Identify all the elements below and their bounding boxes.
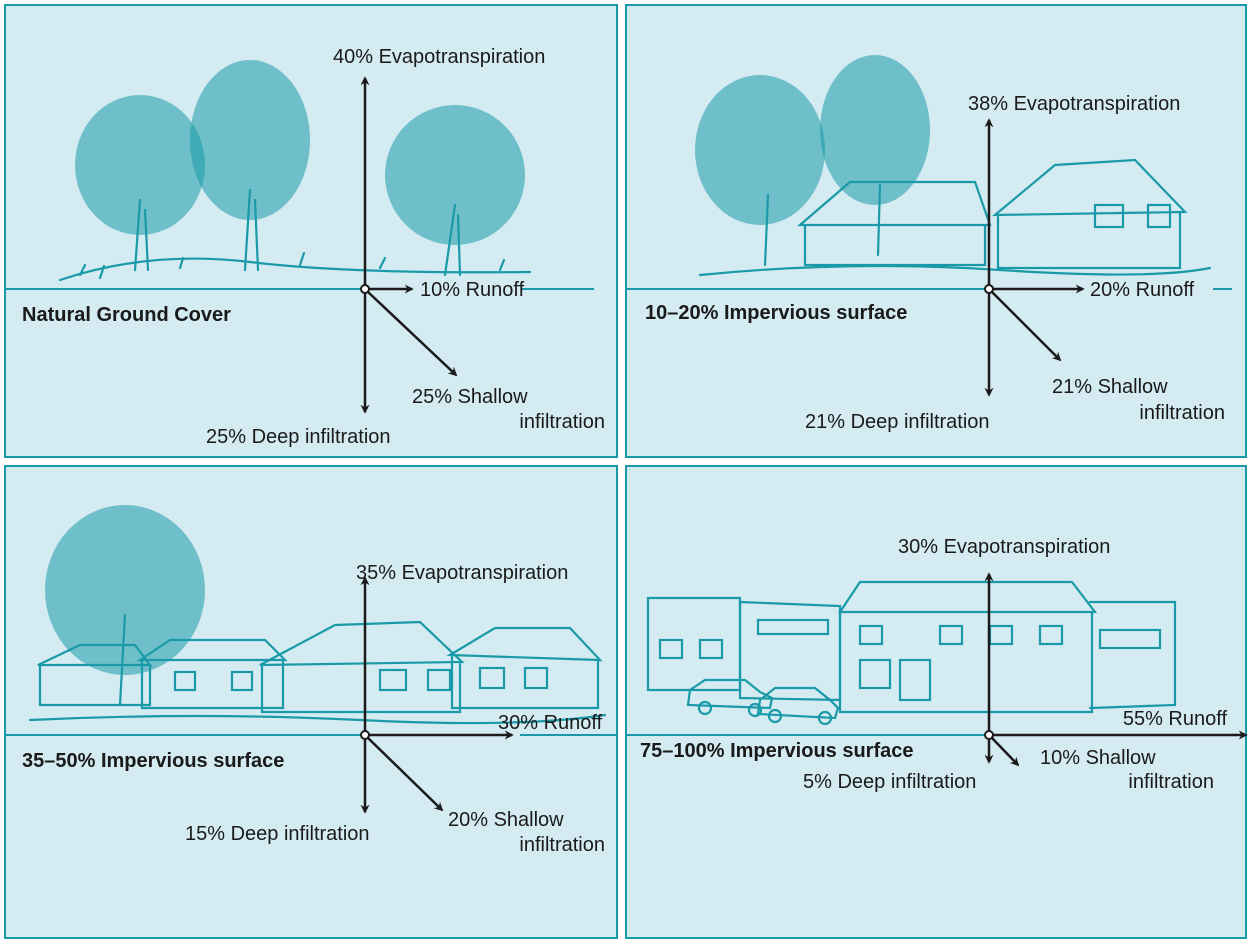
deep-infiltration-label: 5% Deep infiltration <box>803 771 976 793</box>
shallow-infiltration-label: 10% Shallow <box>1040 747 1156 769</box>
origin-node <box>360 284 370 294</box>
runoff-label: 10% Runoff <box>420 279 525 301</box>
shallow-infiltration-label: 21% Shallow <box>1052 376 1168 398</box>
panel-natural-background <box>4 4 618 458</box>
shallow-infiltration-label-line2: infiltration <box>519 834 605 856</box>
deep-infiltration-label: 25% Deep infiltration <box>206 426 391 448</box>
origin-node <box>984 730 994 740</box>
shallow-infiltration-label: 25% Shallow <box>412 386 528 408</box>
runoff-label: 55% Runoff <box>1123 708 1228 730</box>
origin-node <box>360 730 370 740</box>
panel-10-20-background <box>625 4 1247 458</box>
panel-75-100-impervious: 30% Evapotranspiration 55% Runoff 75–100… <box>626 536 1248 793</box>
trees-houses-illustration <box>695 55 1212 277</box>
shallow-infiltration-arrow <box>367 291 458 377</box>
origin-node <box>984 284 994 294</box>
evapotranspiration-label: 35% Evapotranspiration <box>356 562 568 584</box>
shallow-infiltration-label: 20% Shallow <box>448 809 564 831</box>
evapotranspiration-label: 40% Evapotranspiration <box>333 46 545 68</box>
panel-title: 35–50% Impervious surface <box>22 750 284 772</box>
panel-title: 10–20% Impervious surface <box>645 302 907 324</box>
panel-title: 75–100% Impervious surface <box>640 740 914 762</box>
shallow-infiltration-label-line2: infiltration <box>1128 771 1214 793</box>
trees-illustration <box>58 60 532 282</box>
panel-35-50-impervious: 35% Evapotranspiration 30% Runoff 35–50%… <box>5 562 617 856</box>
shallow-infiltration-label-line2: infiltration <box>1139 402 1225 424</box>
runoff-label: 20% Runoff <box>1090 279 1195 301</box>
panel-natural-ground-cover: 40% Evapotranspiration 10% Runoff Natura… <box>5 46 605 448</box>
panel-75-100-background <box>625 465 1247 939</box>
panel-title: Natural Ground Cover <box>22 304 231 326</box>
deep-infiltration-label: 21% Deep infiltration <box>805 411 990 433</box>
commercial-buildings-illustration <box>646 580 1177 726</box>
runoff-label: 30% Runoff <box>498 712 603 734</box>
shallow-infiltration-arrow <box>991 291 1062 362</box>
evapotranspiration-label: 38% Evapotranspiration <box>968 93 1180 115</box>
suburban-houses-illustration <box>28 505 607 725</box>
panel-10-20-impervious: 38% Evapotranspiration 20% Runoff 10–20%… <box>626 93 1232 433</box>
evapotranspiration-label: 30% Evapotranspiration <box>898 536 1110 558</box>
shallow-infiltration-label-line2: infiltration <box>519 411 605 433</box>
shallow-infiltration-arrow <box>991 737 1020 767</box>
shallow-infiltration-arrow <box>367 737 444 812</box>
deep-infiltration-label: 15% Deep infiltration <box>185 823 370 845</box>
